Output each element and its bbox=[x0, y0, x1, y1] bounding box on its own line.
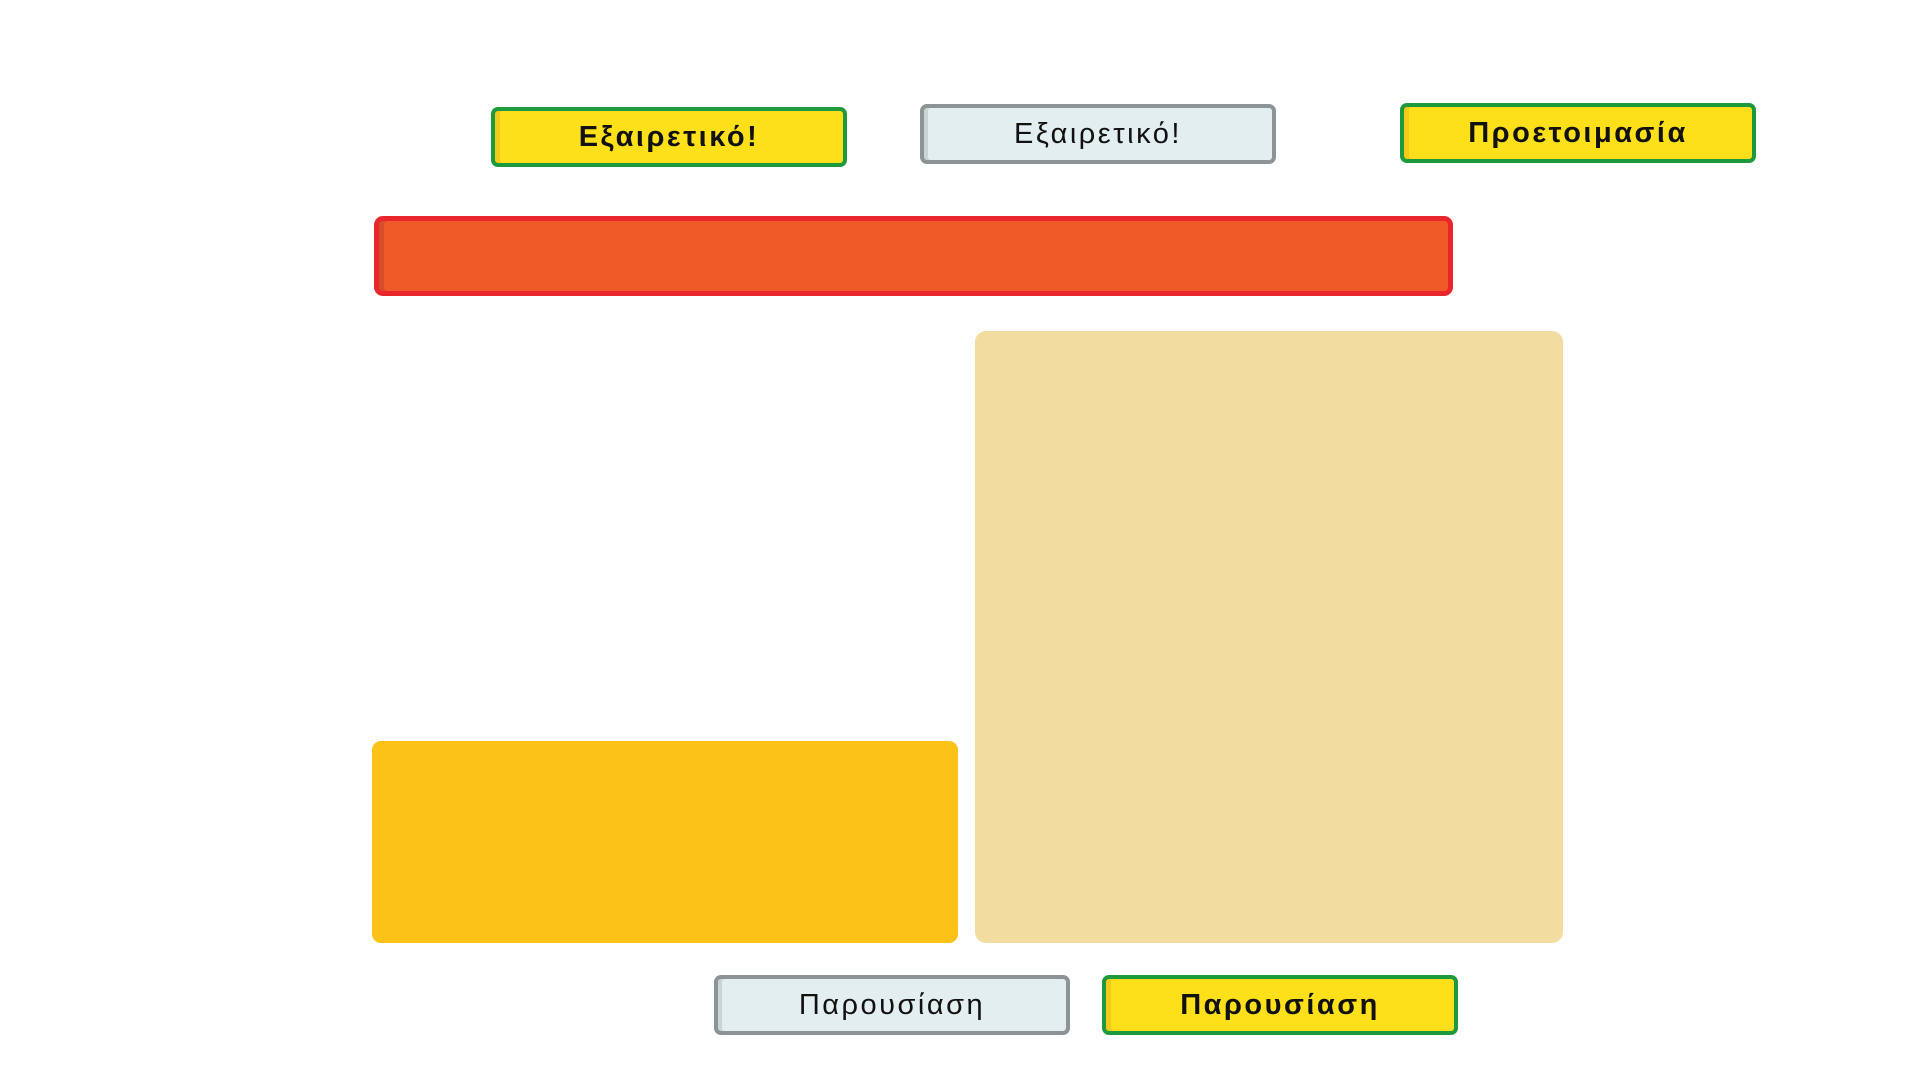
yellow-panel bbox=[372, 741, 958, 943]
preparation-button[interactable]: Προετοιμασία bbox=[1400, 103, 1756, 163]
beige-panel bbox=[975, 331, 1563, 943]
excellent-button-inactive[interactable]: Εξαιρετικό! bbox=[920, 104, 1276, 164]
orange-banner-bar bbox=[374, 216, 1453, 296]
presentation-button-active[interactable]: Παρουσίαση bbox=[1102, 975, 1458, 1035]
presentation-button-inactive[interactable]: Παρουσίαση bbox=[714, 975, 1070, 1035]
excellent-button-active[interactable]: Εξαιρετικό! bbox=[491, 107, 847, 167]
